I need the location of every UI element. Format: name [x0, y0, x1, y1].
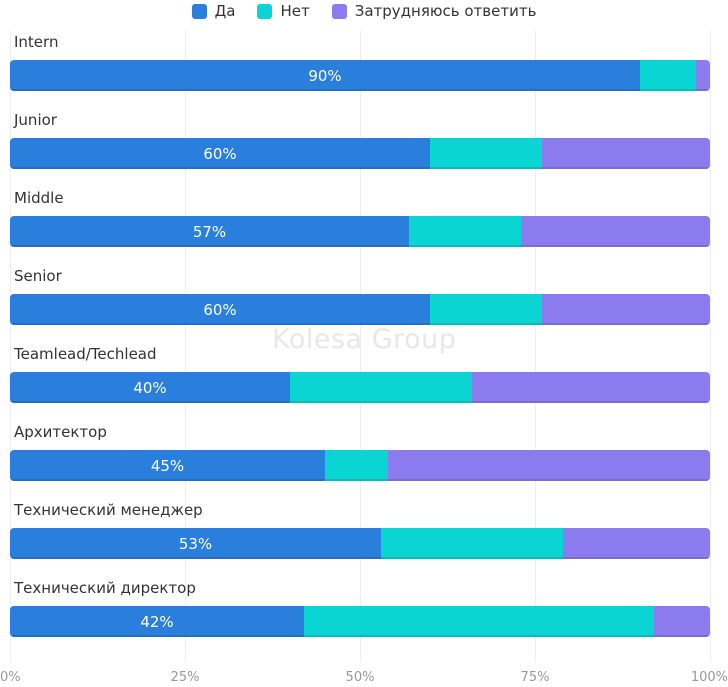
bar-segment-no[interactable] [409, 216, 521, 247]
legend-item-yes[interactable]: Да [191, 2, 236, 20]
category-label: Junior [13, 111, 58, 129]
bar-segment-no[interactable] [430, 294, 542, 325]
bar-segment-unsure[interactable] [542, 138, 710, 169]
legend-label-no: Нет [280, 2, 310, 20]
bar-segment-no[interactable] [430, 138, 542, 169]
x-tick-label: 50% [346, 670, 375, 685]
bar-segment-yes[interactable] [10, 450, 325, 481]
category-label: Teamlead/Techlead [13, 345, 157, 363]
bar-segment-no[interactable] [381, 528, 563, 559]
bar-segment-yes[interactable] [10, 294, 430, 325]
bar-segment-shadow [290, 401, 472, 403]
category-label: Intern [14, 33, 58, 51]
bar-segment-shadow [472, 401, 710, 403]
bar-segment-unsure[interactable] [388, 450, 710, 481]
bar-segment-shadow [10, 89, 640, 91]
bar-segment-shadow [10, 479, 325, 481]
bar-segment-unsure[interactable] [654, 606, 710, 637]
legend-item-no[interactable]: Нет [257, 2, 310, 20]
bar-segment-shadow [430, 323, 542, 325]
bar-segment-unsure[interactable] [542, 294, 710, 325]
bar-segment-shadow [10, 401, 290, 403]
bar-segment-shadow [381, 557, 563, 559]
bar-segment-shadow [654, 635, 710, 637]
legend-swatch-unsure [331, 3, 347, 19]
bar-segment-shadow [563, 557, 710, 559]
legend: Да Нет Затрудняюсь ответить [0, 2, 728, 20]
x-tick-label: 75% [521, 670, 550, 685]
category-label: Senior [14, 267, 63, 285]
data-label: 40% [133, 379, 166, 397]
data-label: 90% [308, 67, 341, 85]
bar-segment-unsure[interactable] [563, 528, 710, 559]
data-label: 53% [179, 535, 212, 553]
category-label: Технический менеджер [13, 501, 203, 519]
bar-segment-unsure[interactable] [472, 372, 710, 403]
bar-segment-yes[interactable] [10, 606, 304, 637]
data-label: 60% [203, 145, 236, 163]
bar-segment-shadow [640, 89, 696, 91]
x-tick-label: 0% [0, 670, 21, 685]
bar-segment-shadow [430, 167, 542, 169]
bar-segment-shadow [542, 167, 710, 169]
bar-segment-unsure[interactable] [521, 216, 710, 247]
data-label: 42% [140, 613, 173, 631]
legend-item-unsure[interactable]: Затрудняюсь ответить [331, 2, 537, 20]
bar-segment-yes[interactable] [10, 138, 430, 169]
legend-swatch-no [257, 3, 273, 19]
data-label: 60% [203, 301, 236, 319]
category-label: Технический директор [13, 579, 196, 597]
bar-segment-shadow [304, 635, 654, 637]
bar-segment-yes[interactable] [10, 60, 640, 91]
bar-segment-yes[interactable] [10, 372, 290, 403]
bar-segment-shadow [10, 323, 430, 325]
data-label: 45% [151, 457, 184, 475]
bar-segment-shadow [10, 557, 381, 559]
bar-segment-no[interactable] [325, 450, 388, 481]
x-tick-label: 25% [171, 670, 200, 685]
bar-segment-yes[interactable] [10, 216, 409, 247]
bar-segment-shadow [10, 245, 409, 247]
data-label: 57% [193, 223, 226, 241]
bar-segment-shadow [409, 245, 521, 247]
bar-segment-no[interactable] [640, 60, 696, 91]
bar-segment-shadow [10, 635, 304, 637]
bar-segment-unsure[interactable] [696, 60, 710, 91]
category-label: Middle [14, 189, 64, 207]
legend-label-yes: Да [214, 2, 236, 20]
bar-segment-shadow [10, 167, 430, 169]
legend-label-unsure: Затрудняюсь ответить [354, 2, 537, 20]
bar-segment-shadow [325, 479, 388, 481]
x-tick-label: 100% [691, 670, 728, 685]
bar-segment-shadow [388, 479, 710, 481]
category-label: Архитектор [14, 423, 107, 441]
legend-swatch-yes [191, 3, 207, 19]
bar-segment-shadow [521, 245, 710, 247]
bar-segment-no[interactable] [304, 606, 654, 637]
bar-segment-no[interactable] [290, 372, 472, 403]
bar-segment-shadow [696, 89, 710, 91]
bar-segment-shadow [542, 323, 710, 325]
bar-segment-yes[interactable] [10, 528, 381, 559]
